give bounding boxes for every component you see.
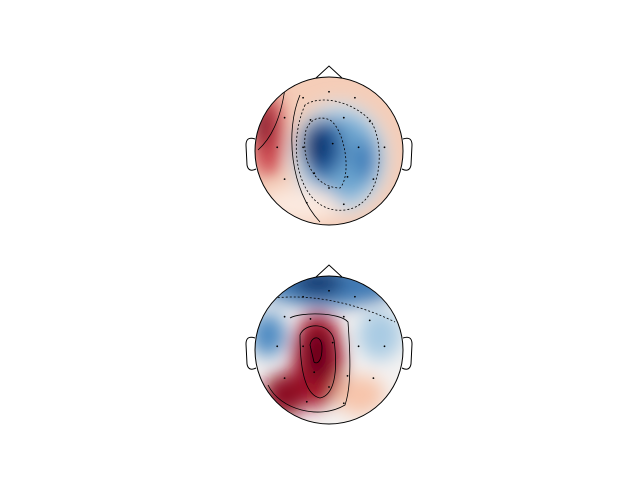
field-blob [263, 373, 307, 417]
sensor-dot [302, 146, 304, 149]
sensor-dot [357, 146, 360, 149]
field-blob [358, 310, 402, 360]
sensor-dot [328, 187, 330, 189]
sensor-dot [368, 120, 371, 123]
field-blobs [255, 93, 388, 223]
sensor-dot [368, 319, 371, 322]
sensor-dot [383, 345, 386, 348]
sensor-dot [342, 315, 345, 318]
nose [315, 65, 343, 79]
sensor-dot [372, 377, 375, 380]
sensor-dot [346, 176, 349, 178]
sensor-dot [302, 96, 304, 99]
contour-line [267, 313, 351, 413]
sensor-dot [283, 377, 286, 380]
sensor-dot [328, 386, 330, 388]
field-blob [304, 327, 332, 383]
field-map [255, 77, 403, 225]
topomap [245, 65, 413, 226]
sensor-dot [283, 116, 286, 119]
sensor-dot [302, 295, 304, 298]
sensor-dot [305, 400, 308, 403]
sensor-dot [283, 178, 286, 181]
sensor-dot [346, 375, 349, 377]
sensor-dot [328, 289, 330, 292]
contour-line [309, 337, 323, 364]
sensor-dot [276, 345, 279, 348]
field-blob [260, 187, 340, 223]
contour-line [257, 87, 286, 151]
contour-line [291, 94, 321, 223]
topomap [245, 264, 413, 425]
right-ear [401, 336, 413, 370]
field-blob [306, 128, 330, 164]
sensor-dot [309, 119, 312, 121]
contour-line [295, 99, 380, 211]
nose [315, 264, 343, 278]
head-outline [254, 76, 404, 226]
sensor-dot [357, 345, 360, 348]
sensor-dot [328, 90, 330, 93]
field-blob [255, 103, 272, 147]
left-ear [245, 336, 257, 370]
sensor-dot [305, 201, 308, 204]
sensor-dot [354, 295, 356, 298]
sensor-dot [276, 146, 279, 149]
left-ear [245, 137, 257, 171]
sensor-dot [283, 315, 286, 318]
right-ear [401, 137, 413, 171]
sensor-dot [342, 402, 345, 405]
sensor-dot [313, 371, 316, 374]
sensor-dot [383, 146, 386, 149]
field-map [255, 276, 403, 424]
sensor-dot [313, 172, 316, 175]
field-blob [335, 375, 385, 415]
sensor-dot [309, 318, 312, 320]
field-blob [352, 140, 376, 180]
sensor-dot [354, 96, 356, 99]
sensor-dot [342, 116, 345, 119]
head-outline [254, 275, 404, 425]
sensor-dot [372, 178, 375, 181]
sensor-dot [331, 142, 334, 145]
contour-line [304, 117, 347, 189]
sensor-dot [342, 203, 345, 206]
sensor-dot [331, 341, 334, 344]
sensor-dot [302, 345, 304, 348]
field-blobs [255, 276, 402, 417]
contour-line [299, 325, 336, 399]
